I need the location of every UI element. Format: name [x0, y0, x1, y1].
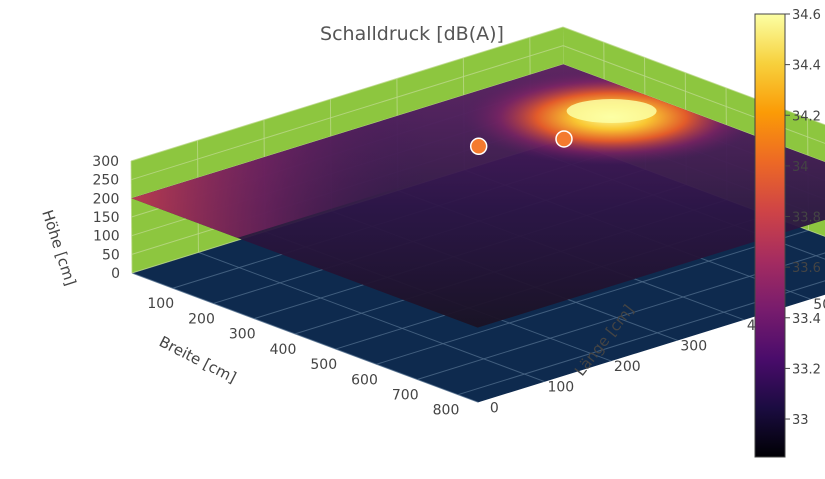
- y-tick-label: 200: [614, 359, 641, 375]
- surface: [131, 64, 825, 328]
- x-tick-label: 700: [392, 387, 419, 403]
- wall-grid-line: [130, 26, 564, 162]
- y-tick-label: 100: [547, 380, 574, 396]
- x-tick-label: 800: [433, 403, 460, 419]
- colorbar-tick-label: 33.6: [792, 261, 821, 276]
- marker-point: [469, 137, 488, 156]
- colorbar-gradient: [754, 13, 786, 458]
- x-tick-label: 400: [270, 342, 297, 358]
- y-tick-label: 300: [680, 338, 707, 354]
- floor-grid-line: [131, 272, 479, 403]
- wall-grid-line: [562, 26, 825, 126]
- y-tick-label: 500: [813, 297, 825, 313]
- z-tick-label: 150: [93, 210, 120, 226]
- x-tick-label: 200: [188, 311, 215, 327]
- wall-grid-line: [563, 45, 825, 144]
- colorbar-tick-label: 33.8: [792, 211, 821, 226]
- z-tick-label: 300: [92, 154, 119, 170]
- floor-grid-line: [457, 280, 825, 396]
- colorbar-tick-label: 33.4: [792, 312, 821, 327]
- chart-title: Schalldruck [dB(A)]: [320, 23, 504, 45]
- colorbar: 34.6 34.4 34.2 34 33.8 33.6 33.4 33.2 33: [754, 8, 821, 458]
- surface-peak: [566, 99, 657, 124]
- axis-ticks: 1002003004005006007008000100200300400500…: [92, 154, 825, 419]
- floor-grid-line: [376, 229, 809, 365]
- z-axis-label: Höhe [cm]: [38, 208, 79, 288]
- z-tick-label: 50: [102, 247, 120, 263]
- y-tick-label: 0: [490, 400, 499, 416]
- colorbar-tick-label: 33: [792, 413, 809, 428]
- z-tick-label: 100: [93, 229, 120, 245]
- colorbar-tick-label: 34.6: [792, 8, 821, 23]
- z-tick-label: 250: [92, 173, 119, 189]
- colorbar-tick-label: 34: [792, 160, 809, 175]
- floor-grid-line: [198, 251, 546, 383]
- markers: [469, 130, 573, 156]
- colorbar-tick-label: 33.2: [792, 362, 821, 377]
- x-tick-label: 300: [229, 327, 256, 343]
- x-axis-label: Breite [cm]: [156, 333, 239, 387]
- x-tick-label: 600: [351, 372, 378, 388]
- colorbar-tick-label: 34.4: [792, 59, 821, 74]
- x-tick-label: 500: [310, 357, 337, 373]
- wall-grid-line: [131, 45, 564, 181]
- marker-point: [555, 130, 573, 148]
- colorbar-tick-label: 34.2: [792, 109, 821, 124]
- z-tick-label: 0: [111, 266, 120, 282]
- z-tick-label: 200: [93, 191, 120, 207]
- x-tick-label: 100: [147, 296, 174, 312]
